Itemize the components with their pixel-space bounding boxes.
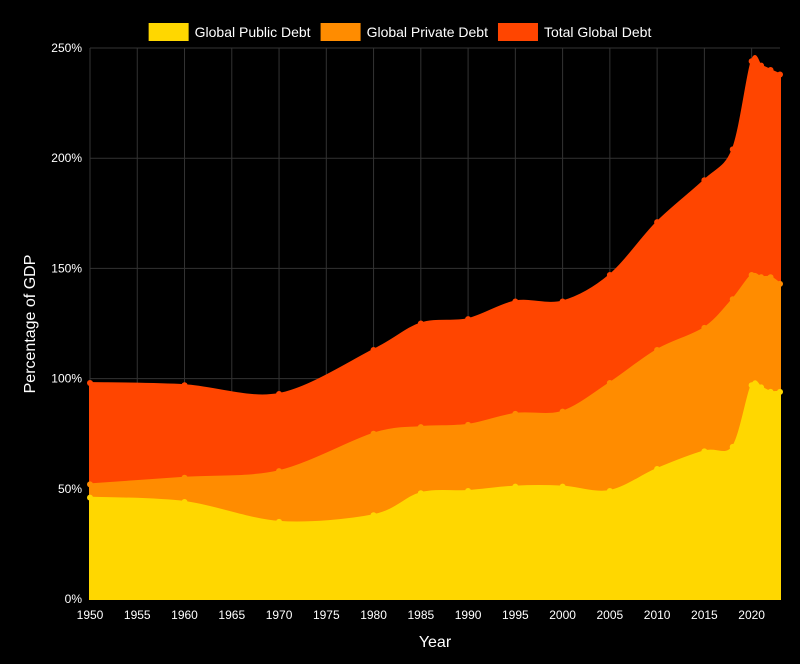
x-tick-label: 1985 (407, 608, 434, 622)
y-axis-title: Percentage of GDP (22, 255, 39, 394)
point-global-public-debt (777, 388, 783, 395)
point-global-public-debt (748, 382, 755, 389)
y-tick-label: 200% (51, 151, 82, 165)
x-tick-label: 1955 (124, 608, 151, 622)
point-total-global-debt (465, 316, 472, 323)
x-tick-label: 2005 (597, 608, 624, 622)
point-global-private-debt (512, 410, 519, 417)
point-global-private-debt (767, 274, 774, 281)
x-tick-label: 2020 (738, 608, 765, 622)
point-total-global-debt (512, 298, 519, 305)
point-total-global-debt (606, 272, 613, 279)
y-tick-label: 250% (51, 41, 82, 55)
y-tick-label: 150% (51, 261, 82, 275)
x-tick-label: 1990 (455, 608, 482, 622)
area-global-public-debt (89, 380, 781, 600)
point-global-private-debt (606, 380, 613, 387)
y-tick-label: 0% (65, 592, 83, 606)
x-tick-label: 1950 (77, 608, 104, 622)
point-global-public-debt (465, 488, 472, 495)
x-tick-label: 1965 (218, 608, 245, 622)
point-global-public-debt (87, 494, 93, 501)
point-total-global-debt (758, 62, 765, 69)
point-global-private-debt (701, 324, 708, 331)
point-total-global-debt (559, 298, 566, 305)
point-total-global-debt (370, 346, 377, 353)
point-global-public-debt (654, 465, 661, 472)
x-tick-label: 1970 (266, 608, 293, 622)
point-total-global-debt (777, 71, 783, 78)
legend-swatch-global-public-debt (148, 23, 189, 41)
point-global-public-debt (512, 483, 519, 490)
legend-swatch-global-private-debt (320, 23, 361, 41)
point-global-public-debt (606, 488, 613, 495)
point-global-public-debt (181, 499, 188, 506)
point-global-private-debt (777, 280, 783, 287)
y-tick-label: 100% (51, 372, 82, 386)
point-global-private-debt (417, 424, 424, 431)
point-global-private-debt (87, 481, 93, 488)
y-axis-ticks: 0% 50% 100% 150% 200% 250% (51, 41, 82, 606)
point-global-public-debt (370, 512, 377, 519)
point-global-public-debt (559, 483, 566, 490)
legend-label-global-private-debt: Global Private Debt (367, 24, 489, 40)
x-tick-label: 1980 (360, 608, 387, 622)
point-global-public-debt (701, 448, 708, 455)
x-axis-ticks: 1950 1955 1960 1965 1970 1975 1980 1985 1990 1995… (77, 608, 766, 622)
point-global-private-debt (181, 474, 188, 481)
x-tick-label: 2010 (644, 608, 671, 622)
legend: Global Public Debt Global Private Debt Tot… (148, 23, 652, 41)
x-tick-label: 2015 (691, 608, 718, 622)
x-tick-label: 2000 (549, 608, 576, 622)
point-global-public-debt (276, 518, 283, 525)
point-total-global-debt (654, 219, 661, 226)
point-total-global-debt (748, 58, 755, 65)
legend-label-global-public-debt: Global Public Debt (195, 24, 311, 40)
x-tick-label: 1995 (502, 608, 529, 622)
point-global-private-debt (370, 430, 377, 437)
legend-label-total-global-debt: Total Global Debt (544, 24, 652, 40)
point-total-global-debt (701, 177, 708, 184)
point-total-global-debt (87, 380, 93, 387)
legend-swatch-total-global-debt (497, 23, 538, 41)
point-global-private-debt (729, 296, 736, 303)
point-global-private-debt (276, 468, 283, 475)
point-global-private-debt (748, 272, 755, 279)
point-global-private-debt (654, 346, 661, 353)
data-points (87, 58, 783, 525)
point-total-global-debt (767, 67, 774, 74)
y-tick-label: 50% (58, 482, 82, 496)
point-global-public-debt (758, 384, 765, 391)
point-global-private-debt (758, 274, 765, 281)
point-total-global-debt (181, 382, 188, 389)
point-total-global-debt (417, 320, 424, 327)
point-total-global-debt (276, 391, 283, 398)
point-global-public-debt (417, 490, 424, 497)
point-total-global-debt (729, 146, 736, 153)
x-axis-title: Year (419, 634, 452, 651)
x-tick-label: 1975 (313, 608, 340, 622)
area-series (89, 55, 781, 600)
point-global-public-debt (729, 443, 736, 450)
x-tick-label: 1960 (171, 608, 198, 622)
point-global-private-debt (465, 421, 472, 428)
point-global-private-debt (559, 408, 566, 415)
point-global-public-debt (767, 388, 774, 395)
